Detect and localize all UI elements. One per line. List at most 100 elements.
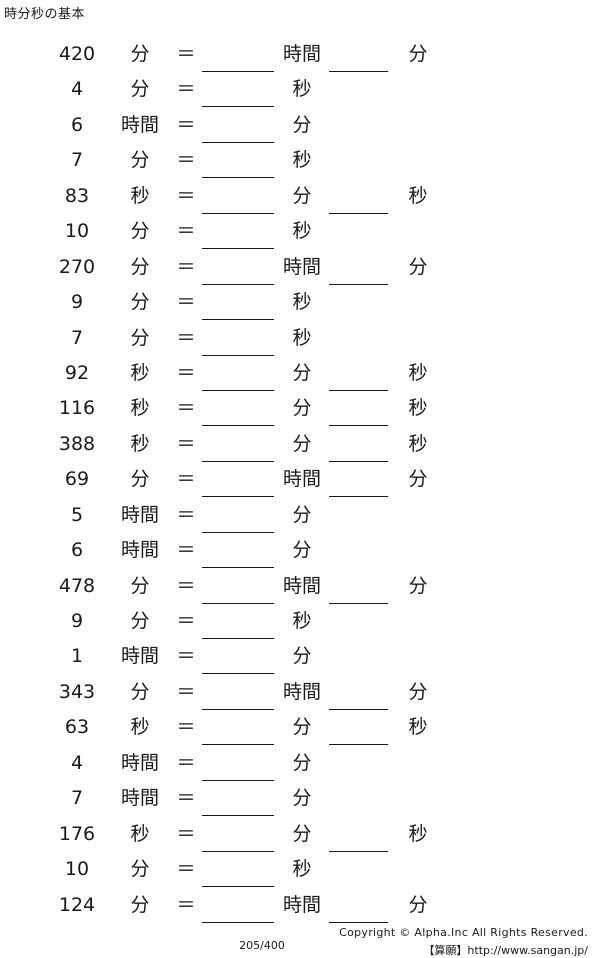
answer-blank-1[interactable] [202, 852, 274, 888]
target-unit: 分 [292, 113, 312, 136]
answer-blank-2[interactable] [329, 37, 388, 72]
answer-blank-1[interactable] [202, 179, 274, 214]
answer-blank-2[interactable] [329, 888, 388, 923]
source-unit: 秒 [130, 361, 150, 384]
equals-sign: ＝ [176, 149, 196, 172]
problem-number: 6 [70, 539, 84, 562]
equals-sign: ＝ [176, 716, 196, 739]
source-unit: 時間 [120, 539, 159, 562]
problem-number: 270 [58, 255, 96, 278]
answer-blank-2[interactable] [329, 710, 388, 746]
answer-blank-2[interactable] [329, 427, 388, 462]
problem-row: 478 分 ＝ 時間 分 [0, 569, 600, 604]
problem-row: 7 分 ＝ 秒 [0, 143, 600, 179]
equals-sign: ＝ [176, 432, 196, 455]
problem-row: 4 時間 ＝ 分 [0, 746, 600, 781]
source-unit: 秒 [130, 822, 150, 845]
answer-blank-1[interactable] [202, 72, 274, 108]
problem-number: 10 [64, 220, 90, 243]
target-unit: 秒 [292, 610, 312, 632]
answer-blank-2[interactable] [329, 817, 388, 852]
problem-number: 7 [70, 326, 84, 349]
equals-sign: ＝ [176, 787, 196, 810]
equals-sign: ＝ [176, 397, 196, 420]
source-unit: 分 [130, 78, 150, 101]
source-unit: 分 [130, 680, 150, 703]
answer-blank-1[interactable] [202, 675, 274, 710]
answer-blank-1[interactable] [202, 321, 274, 356]
answer-blank-1[interactable] [202, 569, 274, 604]
remainder-unit: 秒 [408, 716, 428, 739]
answer-blank-1[interactable] [202, 214, 274, 250]
problem-row: 420 分 ＝ 時間 分 [0, 37, 600, 72]
answer-blank-1[interactable] [202, 250, 274, 285]
equals-sign: ＝ [176, 680, 196, 703]
equals-sign: ＝ [176, 893, 196, 916]
equals-sign: ＝ [176, 291, 196, 314]
target-unit: 秒 [292, 858, 312, 881]
equals-sign: ＝ [176, 113, 196, 136]
source-unit: 秒 [130, 716, 150, 739]
equals-sign: ＝ [176, 574, 196, 597]
answer-blank-1[interactable] [202, 427, 274, 462]
source-unit: 分 [130, 43, 150, 65]
problem-number: 7 [70, 149, 84, 172]
problem-row: 124 分 ＝ 時間 分 [0, 888, 600, 923]
problem-number: 92 [64, 361, 90, 384]
problem-row: 6 時間 ＝ 分 [0, 533, 600, 569]
answer-blank-1[interactable] [202, 888, 274, 923]
problem-row: 10 分 ＝ 秒 [0, 852, 600, 888]
equals-sign: ＝ [176, 503, 196, 526]
answer-blank-1[interactable] [202, 143, 274, 179]
equals-sign: ＝ [176, 184, 196, 207]
remainder-unit: 分 [408, 255, 428, 278]
remainder-unit: 分 [408, 43, 428, 65]
target-unit: 時間 [282, 43, 321, 65]
answer-blank-2[interactable] [329, 356, 388, 391]
copyright-notice: Copyright © Alpha.Inc All Rights Reserve… [339, 926, 588, 939]
answer-blank-1[interactable] [202, 462, 274, 498]
target-unit: 分 [292, 716, 312, 739]
answer-blank-2[interactable] [329, 179, 388, 214]
answer-blank-1[interactable] [202, 604, 274, 639]
answer-blank-2[interactable] [329, 250, 388, 285]
target-unit: 時間 [282, 893, 321, 916]
answer-blank-1[interactable] [202, 533, 274, 569]
source-unit: 分 [130, 220, 150, 243]
answer-blank-2[interactable] [329, 569, 388, 604]
answer-blank-1[interactable] [202, 817, 274, 852]
answer-blank-1[interactable] [202, 639, 274, 675]
source-unit: 分 [130, 291, 150, 314]
problem-number: 4 [70, 78, 84, 101]
answer-blank-1[interactable] [202, 391, 274, 427]
problem-number: 5 [70, 503, 84, 526]
site-link[interactable]: 【算願】http://www.sangan.jp/ [423, 944, 588, 957]
target-unit: 分 [292, 361, 312, 384]
answer-blank-1[interactable] [202, 356, 274, 391]
target-unit: 分 [292, 822, 312, 845]
answer-blank-2[interactable] [329, 391, 388, 427]
source-unit: 分 [130, 468, 150, 491]
answer-blank-1[interactable] [202, 781, 274, 817]
source-unit: 秒 [130, 397, 150, 420]
answer-blank-1[interactable] [202, 108, 274, 143]
remainder-unit: 分 [408, 680, 428, 703]
target-unit: 時間 [282, 680, 321, 703]
target-unit: 分 [292, 503, 312, 526]
problem-row: 4 分 ＝ 秒 [0, 72, 600, 108]
answer-blank-1[interactable] [202, 746, 274, 781]
answer-blank-1[interactable] [202, 285, 274, 321]
equals-sign: ＝ [176, 645, 196, 668]
problem-number: 10 [64, 858, 90, 881]
source-unit: 時間 [120, 113, 159, 136]
answer-blank-2[interactable] [329, 462, 388, 498]
answer-blank-1[interactable] [202, 37, 274, 72]
answer-blank-1[interactable] [202, 710, 274, 746]
answer-blank-2[interactable] [329, 675, 388, 710]
answer-blank-1[interactable] [202, 498, 274, 533]
problem-number: 116 [58, 397, 96, 420]
source-unit: 時間 [120, 751, 159, 774]
equals-sign: ＝ [176, 610, 196, 632]
problem-row: 92 秒 ＝ 分 秒 [0, 356, 600, 391]
target-unit: 時間 [282, 255, 321, 278]
